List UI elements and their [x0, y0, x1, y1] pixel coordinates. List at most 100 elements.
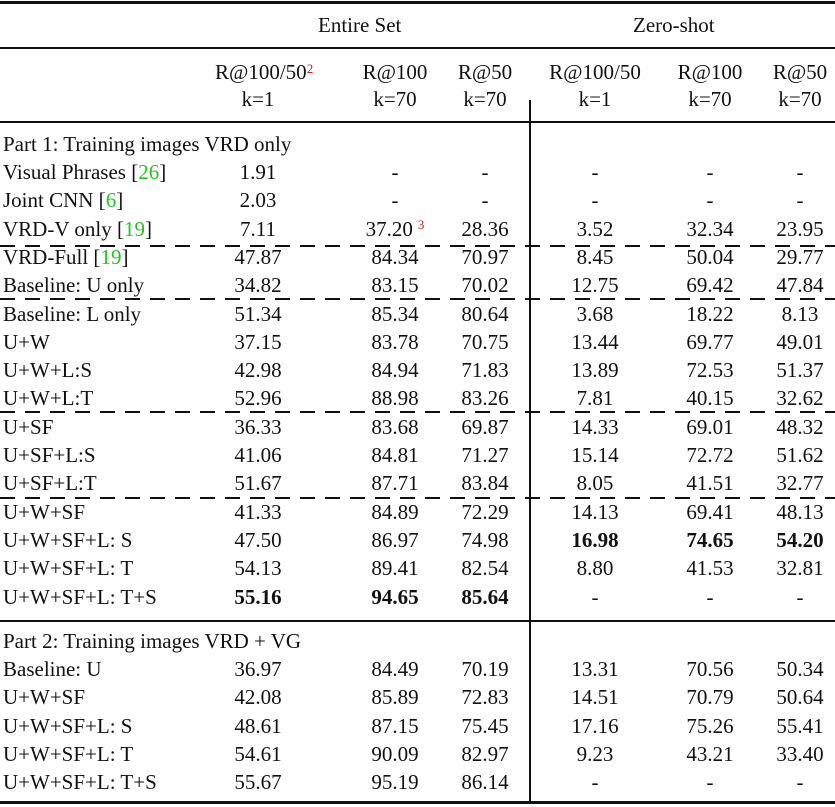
table-cell: 87.71	[371, 471, 419, 496]
table-cell: 14.33	[571, 414, 619, 439]
table-cell: -	[706, 160, 714, 184]
table-cell: 9.23	[576, 741, 614, 766]
table-cell: -	[591, 770, 599, 795]
table-cell: 51.37	[776, 358, 824, 383]
table-cell: 8.80	[576, 556, 614, 581]
dashed-separator	[0, 245, 835, 247]
table-cell: 18.22	[686, 301, 734, 326]
footnote-mark: 3	[417, 216, 425, 232]
table-cell: 94.65	[371, 584, 419, 609]
table-cell: 82.97	[461, 741, 509, 766]
subheader-rule	[0, 121, 835, 123]
table-row: Baseline: U 36.97 84.49 70.19 13.31 70.56 50.3…	[0, 656, 835, 682]
table-row: U+W+SF+L: T 54.13 89.41 82.54 8.80 41.53 32.81	[0, 555, 835, 581]
col-header-1: R@100 k=70	[362, 60, 428, 111]
table-cell: 55.67	[234, 770, 282, 795]
row-label: U+W+L:T	[3, 386, 94, 411]
row-label: U+W+SF+L: S	[3, 713, 133, 738]
row-label: VRD-V only [19]	[3, 216, 152, 241]
table-cell: 69.77	[686, 329, 734, 354]
table-cell: 70.75	[461, 329, 509, 354]
table-cell: 42.08	[234, 685, 282, 710]
table-cell: -	[391, 160, 399, 184]
row-label: U+SF+L:T	[3, 471, 97, 496]
col-header-4: R@100 k=70	[677, 60, 743, 111]
group-header-entire-set: Entire Set	[318, 13, 402, 37]
group-header-zero-shot: Zero-shot	[633, 13, 715, 37]
row-label: Visual Phrases [26]	[3, 160, 167, 184]
table-cell: 54.13	[234, 556, 282, 581]
table-cell: 17.16	[571, 713, 619, 738]
citation-link[interactable]: 6	[105, 188, 117, 213]
row-label: U+W+SF+L: T	[3, 741, 134, 766]
table-row: VRD-V only [19] 7.11 37.20 3 28.36 3.52 32.34 2…	[0, 216, 835, 242]
table-cell: 71.83	[461, 358, 509, 383]
table-cell: -	[796, 770, 804, 795]
table-cell: 51.67	[234, 471, 282, 496]
table-row: U+W+SF+L: T 54.61 90.09 82.97 9.23 43.21 33.40	[0, 741, 835, 767]
dashed-separator	[0, 298, 835, 300]
table-cell: 85.64	[461, 584, 509, 609]
table-cell: 69.01	[686, 414, 734, 439]
table-cell: 28.36	[461, 216, 509, 241]
header-rule	[0, 47, 835, 49]
table-cell: 72.83	[461, 685, 509, 710]
table-cell: 51.62	[776, 443, 824, 467]
table-cell: 69.87	[461, 414, 509, 439]
table-cell: 48.32	[776, 414, 824, 439]
table-row: U+SF 36.33 83.68 69.87 14.33 69.01 48.32	[0, 414, 835, 440]
row-label: U+W+SF	[3, 685, 86, 710]
dashed-separator	[0, 497, 835, 499]
table-cell: 54.20	[776, 527, 824, 552]
table-cell: 69.42	[686, 273, 734, 298]
table-cell: 90.09	[371, 741, 419, 766]
table-cell: 84.89	[371, 499, 419, 524]
table-cell: 71.27	[461, 443, 509, 467]
citation-link[interactable]: 26	[138, 160, 160, 184]
table-cell: 29.77	[776, 244, 824, 269]
table-cell: 55.16	[234, 584, 282, 609]
citation-link[interactable]: 19	[123, 216, 145, 241]
table-cell: 51.34	[234, 301, 282, 326]
table-cell: 75.26	[686, 713, 734, 738]
table-cell: 47.84	[776, 273, 824, 298]
table-cell: 70.97	[461, 244, 509, 269]
row-label: U+SF+L:S	[3, 443, 96, 467]
table-cell: 7.11	[240, 216, 276, 241]
table-row: Joint CNN [6] 2.03 - - - - -	[0, 187, 835, 213]
row-label: U+W	[3, 329, 50, 354]
table-cell: -	[481, 160, 489, 184]
table-cell: 85.89	[371, 685, 419, 710]
table-cell: 52.96	[234, 386, 282, 411]
table-cell: -	[706, 188, 714, 213]
table-cell: 36.33	[234, 414, 282, 439]
table-cell: 2.03	[239, 188, 277, 213]
table-cell: 72.72	[686, 443, 734, 467]
table-cell: -	[591, 188, 599, 213]
table-cell: 83.84	[461, 471, 509, 496]
table-row: U+W+SF+L: T+S 55.67 95.19 86.14 - - -	[0, 769, 835, 795]
table-cell: 13.31	[571, 657, 619, 681]
table-cell: 50.64	[776, 685, 824, 710]
top-rule	[0, 1, 835, 4]
footnote-mark: 2	[306, 61, 314, 76]
table-cell: 15.14	[571, 443, 619, 467]
table-cell: 70.02	[461, 273, 509, 298]
col-header-3: R@100/50 k=1	[549, 60, 641, 111]
row-label: VRD-Full [19]	[3, 244, 129, 269]
part2-title-row: Part 2: Training images VRD + VG	[0, 628, 835, 654]
table-cell: 54.61	[234, 741, 282, 766]
table-cell: 37.20 3	[365, 216, 425, 241]
row-label: U+W+SF	[3, 499, 86, 524]
citation-link[interactable]: 19	[100, 244, 122, 269]
table-cell: 34.82	[234, 273, 282, 298]
table-row: U+W+SF 42.08 85.89 72.83 14.51 70.79 50.64	[0, 684, 835, 710]
table-cell: 37.15	[234, 329, 282, 354]
row-label: U+W+SF+L: T+S	[3, 584, 157, 609]
bottom-rule	[0, 801, 835, 804]
table-row: Baseline: U only 34.82 83.15 70.02 12.75 69.4…	[0, 272, 835, 298]
table-row: Baseline: L only 51.34 85.34 80.64 3.68 18.22…	[0, 301, 835, 327]
table-cell: 70.56	[686, 657, 734, 681]
table-cell: 14.51	[571, 685, 619, 710]
table-cell: 32.62	[776, 386, 824, 411]
